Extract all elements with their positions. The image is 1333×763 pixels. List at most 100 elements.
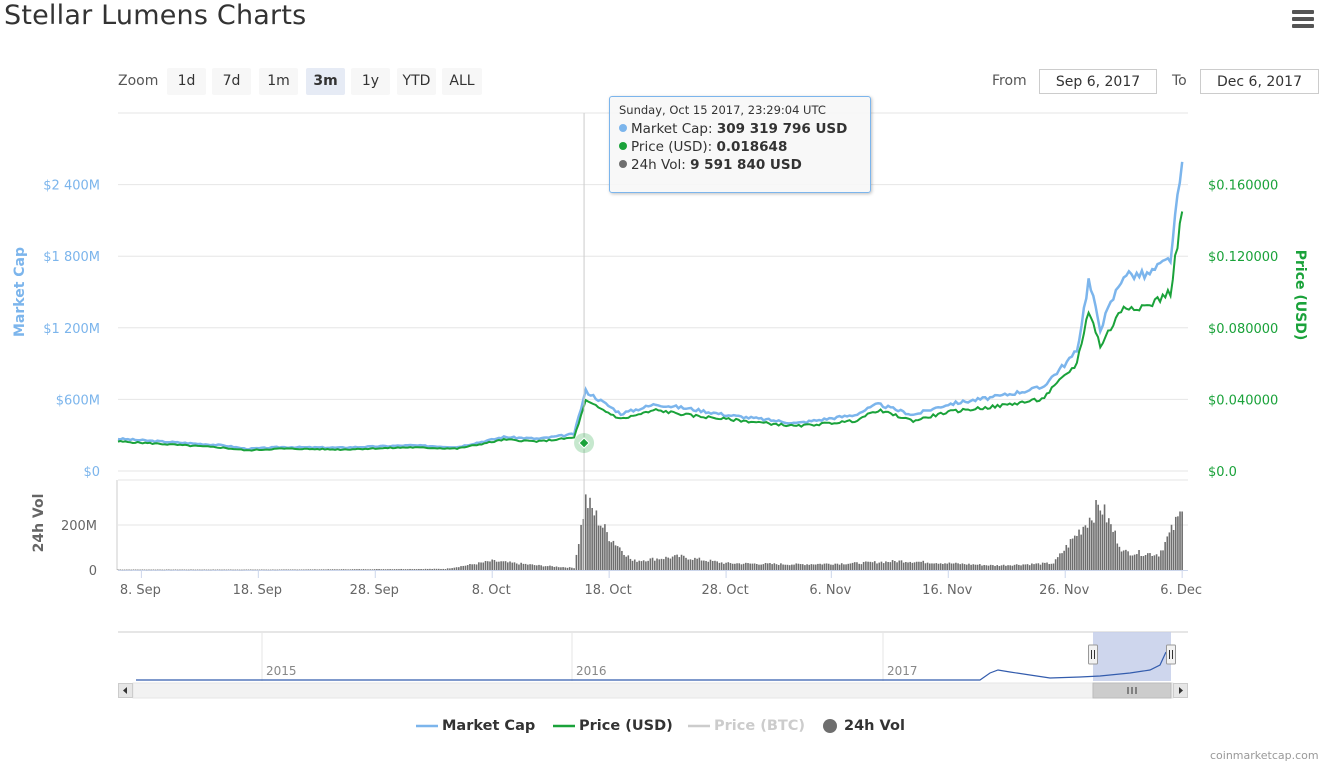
volume-bar	[979, 564, 981, 570]
volume-bar	[1107, 518, 1110, 570]
volume-bar	[455, 567, 458, 570]
volume-bar	[720, 562, 723, 570]
volume-bar	[462, 565, 465, 570]
volume-bar	[1022, 564, 1025, 570]
volume-bar	[1131, 555, 1134, 570]
volume-bar	[1067, 547, 1070, 570]
legend-item-24h-vol[interactable]: 24h Vol	[822, 718, 905, 738]
legend-item-price-usd[interactable]: Price (USD)	[553, 718, 673, 734]
x-axis-tick-label: 8. Sep	[120, 583, 161, 598]
navigator[interactable]: 2015 2016 2017	[118, 631, 1188, 681]
zoom-button-1d[interactable]: 1d	[167, 68, 206, 95]
zoom-button-all[interactable]: ALL	[442, 68, 482, 95]
volume-bar	[243, 569, 245, 571]
zoom-button-ytd[interactable]: YTD	[397, 68, 436, 95]
from-date-input[interactable]	[1039, 69, 1157, 94]
volume-bar	[1076, 535, 1078, 570]
price-usd-line[interactable]	[117, 211, 1184, 452]
volume-bar	[1164, 541, 1166, 570]
zoom-button-1y[interactable]: 1y	[351, 68, 390, 95]
volume-bar	[466, 565, 469, 570]
volume-bar	[727, 562, 730, 570]
volume-bar	[810, 564, 813, 570]
volume-bar	[190, 569, 192, 570]
volume-bar	[795, 563, 798, 570]
zoom-button-1m[interactable]: 1m	[259, 68, 298, 95]
volume-bar	[296, 569, 299, 571]
volume-bar	[788, 565, 791, 570]
volume-bar	[183, 569, 186, 571]
volume-bar	[241, 569, 243, 571]
volume-bar	[1149, 553, 1151, 570]
volume-bar	[902, 562, 905, 570]
volume-bar	[446, 568, 449, 570]
volume-bar	[356, 569, 358, 570]
volume-bar	[691, 559, 694, 570]
scrollbar-right-arrow[interactable]	[1173, 683, 1188, 698]
volume-bar	[196, 569, 199, 571]
volume-bar	[1013, 564, 1016, 570]
volume-bar	[889, 562, 892, 570]
volume-bar	[163, 569, 166, 571]
volume-bar	[1007, 565, 1009, 570]
volume-bar	[1168, 532, 1171, 570]
volume-bar	[542, 566, 545, 570]
volume-bar	[353, 569, 356, 570]
navigator-selection[interactable]	[1093, 632, 1171, 681]
volume-bar	[562, 567, 564, 570]
volume-bar	[347, 569, 349, 570]
volume-bar	[601, 527, 604, 570]
scrollbar-left-arrow[interactable]	[118, 683, 133, 698]
volume-bar	[965, 564, 968, 570]
volume-bar	[654, 560, 656, 570]
volume-bar	[760, 564, 762, 570]
volume-bar	[1181, 511, 1183, 570]
volume-bar	[367, 569, 369, 570]
volume-bar	[738, 563, 741, 570]
volume-bar	[1063, 550, 1065, 570]
volume-bar	[1048, 564, 1050, 570]
volume-bar	[1090, 520, 1093, 570]
volume-bar	[165, 569, 168, 570]
scrollbar-track[interactable]	[132, 682, 1174, 699]
market-cap-line[interactable]	[117, 161, 1184, 451]
volume-bar	[1015, 564, 1018, 570]
volume-bar	[311, 569, 314, 570]
volume-bar	[540, 565, 542, 570]
volume-bar	[1120, 551, 1123, 570]
right-axis-title: Price (USD)	[1292, 250, 1308, 341]
navigator-handle[interactable]	[1166, 644, 1176, 665]
navigator-year-label: 2015	[266, 664, 297, 678]
legend-item-market-cap[interactable]: Market Cap	[416, 718, 536, 734]
volume-bar	[509, 561, 511, 570]
menu-icon[interactable]	[1292, 10, 1314, 28]
volume-bar	[152, 569, 155, 571]
volume-bar	[682, 555, 685, 570]
volume-bar	[1153, 555, 1156, 570]
volume-bar	[614, 545, 617, 570]
volume-bar	[232, 569, 234, 571]
legend-item-price-btc[interactable]: Price (BTC)	[688, 718, 806, 734]
volume-bar	[274, 569, 276, 571]
volume-bar	[575, 554, 578, 570]
volume-bar	[1073, 535, 1076, 570]
to-date-input[interactable]	[1200, 69, 1319, 94]
volume-bar	[1078, 529, 1080, 570]
volume-bar	[580, 524, 582, 570]
volume-bar	[413, 569, 416, 570]
volume-bar	[729, 563, 732, 570]
zoom-button-3m[interactable]: 3m	[306, 68, 345, 95]
volume-bar	[651, 557, 654, 570]
volume-bar	[1093, 522, 1095, 570]
volume-bar	[946, 563, 948, 570]
navigator-handle[interactable]	[1088, 644, 1098, 665]
volume-bar	[771, 564, 773, 570]
volume-bar	[159, 569, 161, 571]
credit-link[interactable]: coinmarketcap.com	[1210, 749, 1319, 762]
left-axis-tick-label: $1 200M	[43, 322, 100, 337]
volume-bar	[351, 569, 354, 570]
volume-bar	[181, 569, 183, 571]
volume-bar	[531, 564, 534, 570]
zoom-button-7d[interactable]: 7d	[212, 68, 251, 95]
volume-bar	[185, 569, 188, 571]
